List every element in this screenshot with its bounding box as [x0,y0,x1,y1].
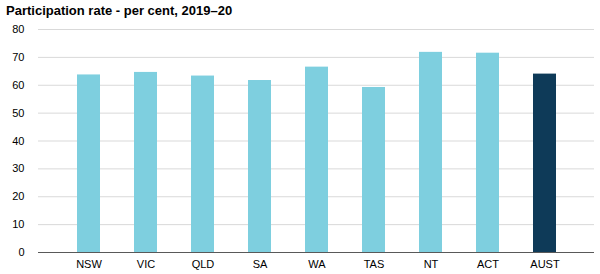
svg-text:40: 40 [12,135,24,147]
svg-text:20: 20 [12,190,24,202]
svg-text:80: 80 [12,23,24,35]
html-text:Participation rate - per cent,: Participation rate - per cent, 2019–20 [6,3,233,18]
svg-text:AUST: AUST [530,258,560,270]
svg-text:60: 60 [12,79,24,91]
svg-text:VIC: VIC [137,258,155,270]
svg-text:10: 10 [12,218,24,230]
svg-text:0: 0 [18,246,24,258]
svg-text:50: 50 [12,107,24,119]
svg-text:NT: NT [424,258,439,270]
svg-text:70: 70 [12,51,24,63]
svg-text:QLD: QLD [192,258,215,270]
svg-text:NSW: NSW [76,258,102,270]
svg-text:30: 30 [12,162,24,174]
svg-text:WA: WA [308,258,326,270]
svg-text:TAS: TAS [364,258,385,270]
svg-text:ACT: ACT [477,258,499,270]
svg-text:SA: SA [253,258,268,270]
